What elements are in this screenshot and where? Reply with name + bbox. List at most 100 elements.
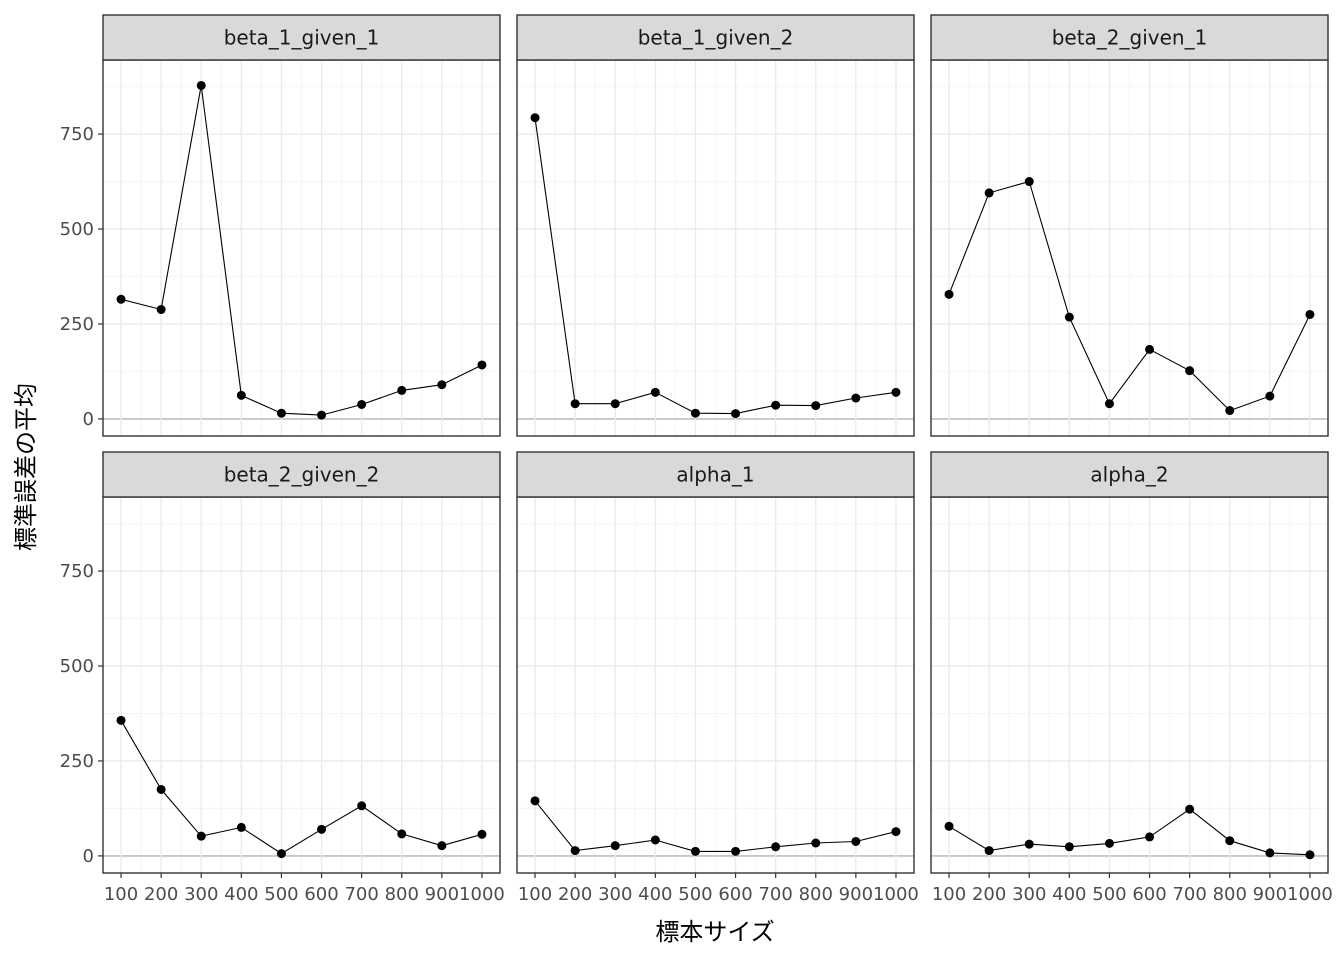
x-tick-label: 1000 bbox=[1287, 884, 1333, 905]
data-point bbox=[156, 784, 166, 794]
x-tick-label: 300 bbox=[1012, 884, 1046, 905]
y-tick-label: 500 bbox=[60, 219, 94, 240]
data-point bbox=[477, 829, 487, 839]
data-point bbox=[196, 831, 206, 841]
panel-beta-2-given-2: beta_2_given_2 0 250 500 750 100 200 300 400 500 6… bbox=[60, 451, 505, 905]
data-point bbox=[771, 400, 781, 410]
facet-strip bbox=[102, 451, 501, 498]
x-tick-label: 200 bbox=[558, 884, 592, 905]
x-tick-label: 600 bbox=[718, 884, 752, 905]
x-tick-label: 700 bbox=[1172, 884, 1206, 905]
y-tick-label: 750 bbox=[60, 561, 94, 582]
panel-beta-2-given-1: beta_2_given_1 bbox=[930, 14, 1329, 437]
data-point bbox=[690, 846, 700, 856]
series-line bbox=[948, 180, 1311, 412]
data-point bbox=[397, 385, 407, 395]
data-point bbox=[771, 842, 781, 852]
panel-alpha-2: alpha_2 100 200 300 400 500 600 700 800 900 1000 bbox=[930, 451, 1333, 905]
data-point bbox=[731, 846, 741, 856]
series-line bbox=[120, 85, 483, 416]
facet-strip-label: beta_1_given_2 bbox=[638, 26, 794, 50]
x-tick-label: 400 bbox=[224, 884, 258, 905]
series-line bbox=[534, 800, 897, 852]
data-point bbox=[1064, 312, 1074, 322]
facet-strip bbox=[516, 14, 915, 61]
data-point bbox=[437, 841, 447, 851]
x-tick-label: 300 bbox=[184, 884, 218, 905]
facet-strip-label: alpha_2 bbox=[1090, 463, 1168, 487]
y-tick-label: 250 bbox=[60, 314, 94, 335]
x-tick-label: 800 bbox=[799, 884, 833, 905]
series-line bbox=[120, 720, 483, 855]
y-tick-label: 0 bbox=[83, 409, 94, 430]
y-tick-label: 750 bbox=[60, 124, 94, 145]
data-point bbox=[236, 822, 246, 832]
x-tick-label: 500 bbox=[678, 884, 712, 905]
x-tick-label: 900 bbox=[425, 884, 459, 905]
x-tick-label: 900 bbox=[1253, 884, 1287, 905]
data-point bbox=[610, 399, 620, 409]
data-point bbox=[116, 715, 126, 725]
data-point bbox=[1265, 848, 1275, 858]
data-point bbox=[196, 80, 206, 90]
data-point bbox=[1265, 391, 1275, 401]
data-point bbox=[984, 846, 994, 856]
data-point bbox=[530, 796, 540, 806]
data-point bbox=[156, 305, 166, 315]
data-point bbox=[1225, 406, 1235, 416]
x-tick-label: 400 bbox=[1052, 884, 1086, 905]
data-point bbox=[477, 360, 487, 370]
data-point bbox=[610, 841, 620, 851]
x-tick-label: 600 bbox=[304, 884, 338, 905]
data-point bbox=[731, 409, 741, 419]
data-point bbox=[1145, 344, 1155, 354]
y-tick-label: 0 bbox=[83, 846, 94, 867]
data-point bbox=[397, 829, 407, 839]
x-tick-label: 800 bbox=[385, 884, 419, 905]
facet-strip-label: alpha_1 bbox=[676, 463, 754, 487]
facet-strip bbox=[930, 451, 1329, 498]
x-tick-label: 600 bbox=[1132, 884, 1166, 905]
data-point bbox=[811, 401, 821, 411]
y-tick-label: 250 bbox=[60, 751, 94, 772]
y-tick-label: 500 bbox=[60, 656, 94, 677]
data-point bbox=[891, 387, 901, 397]
x-tick-label: 500 bbox=[1092, 884, 1126, 905]
facet-strip-label: beta_2_given_1 bbox=[1052, 26, 1208, 50]
data-point bbox=[1305, 850, 1315, 860]
data-point bbox=[690, 408, 700, 418]
data-point bbox=[530, 113, 540, 123]
data-point bbox=[944, 821, 954, 831]
data-point bbox=[317, 410, 327, 420]
x-tick-label: 400 bbox=[638, 884, 672, 905]
data-point bbox=[1305, 309, 1315, 319]
data-point bbox=[1104, 399, 1114, 409]
data-point bbox=[1064, 842, 1074, 852]
data-point bbox=[236, 390, 246, 400]
data-point bbox=[276, 849, 286, 859]
x-tick-label: 100 bbox=[518, 884, 552, 905]
panel-beta-1-given-1: beta_1_given_1 0 250 500 750 bbox=[60, 14, 501, 437]
series-line bbox=[534, 117, 897, 415]
data-point bbox=[891, 827, 901, 837]
panel-alpha-1: alpha_1 100 200 300 400 500 600 700 800 900 1000 bbox=[516, 451, 919, 905]
facet-strip-label: beta_2_given_2 bbox=[224, 463, 380, 487]
facet-strip-label: beta_1_given_1 bbox=[224, 26, 380, 50]
data-point bbox=[570, 846, 580, 856]
series-line bbox=[948, 808, 1311, 856]
facet-strip bbox=[930, 14, 1329, 61]
data-point bbox=[984, 188, 994, 198]
data-point bbox=[1185, 366, 1195, 376]
facet-strip bbox=[516, 451, 915, 498]
data-point bbox=[357, 801, 367, 811]
data-point bbox=[1225, 836, 1235, 846]
data-point bbox=[650, 387, 660, 397]
data-point bbox=[317, 824, 327, 834]
data-point bbox=[1024, 839, 1034, 849]
x-tick-label: 1000 bbox=[873, 884, 919, 905]
x-tick-label: 300 bbox=[598, 884, 632, 905]
data-point bbox=[1145, 832, 1155, 842]
data-point bbox=[570, 399, 580, 409]
x-tick-label: 800 bbox=[1213, 884, 1247, 905]
